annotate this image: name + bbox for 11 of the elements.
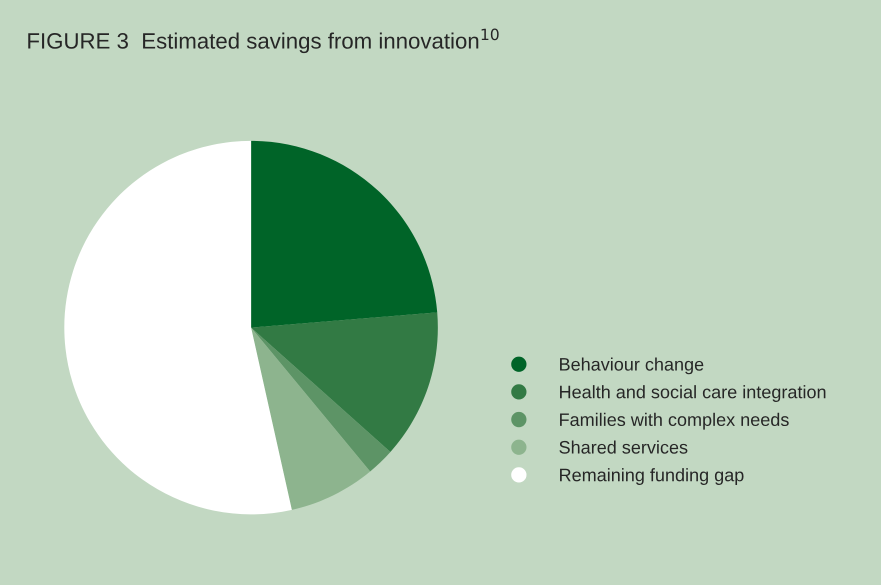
legend-label: Health and social care integration (560, 385, 826, 402)
pie-slice (251, 312, 438, 452)
legend-label: Remaining funding gap (560, 468, 744, 485)
pie-slice (251, 328, 390, 472)
legend-label: Behaviour change (560, 357, 704, 374)
pie-slice (64, 140, 292, 514)
legend-label: Shared services (559, 440, 688, 454)
pie-slice (251, 328, 370, 510)
legend-label: Families with complex needs (560, 412, 789, 430)
pie-slice (251, 140, 438, 328)
chart-title: FIGURE 3 Estimated savings from innovation$^{10}$ (28, 28, 499, 54)
